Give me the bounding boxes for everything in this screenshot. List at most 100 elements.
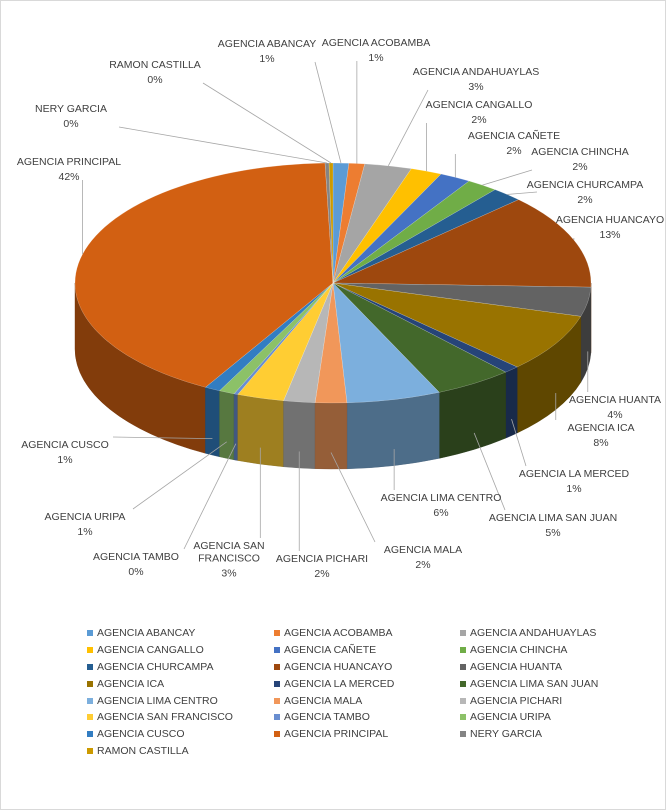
slice-agencia-abancay bbox=[332, 162, 350, 284]
legend-item-agencia-tambo: AGENCIA TAMBO bbox=[274, 709, 460, 726]
legend-label: AGENCIA PRINCIPAL bbox=[284, 728, 389, 741]
slice-agencia-acobamba bbox=[332, 162, 366, 284]
legend-swatch bbox=[87, 731, 93, 738]
data-label-ramon-castilla: RAMON CASTILLA 0% bbox=[109, 59, 201, 86]
legend-label: NERY GARCIA bbox=[470, 728, 542, 741]
legend-label: AGENCIA ANDAHUAYLAS bbox=[470, 627, 597, 640]
legend-item-agencia-lima-centro: AGENCIA LIMA CENTRO bbox=[87, 692, 274, 709]
data-label-agencia-cusco: AGENCIA CUSCO 1% bbox=[21, 439, 109, 466]
data-label-agencia-huancayo: AGENCIA HUANCAYO 13% bbox=[556, 214, 664, 241]
data-label-agencia-lima-centro: AGENCIA LIMA CENTRO 6% bbox=[381, 492, 502, 519]
leader-line-agencia-cusco bbox=[112, 436, 213, 439]
legend-swatch bbox=[460, 714, 466, 721]
legend-item-agencia-cusco: AGENCIA CUSCO bbox=[87, 726, 274, 743]
legend-label: AGENCIA PICHARI bbox=[470, 694, 563, 707]
leader-line-agencia-andahuaylas bbox=[387, 89, 429, 166]
slice-agencia-la-merced bbox=[332, 282, 518, 373]
legend-swatch bbox=[274, 630, 280, 637]
slice-side-agencia-cusco bbox=[205, 387, 220, 458]
legend-label: AGENCIA LIMA SAN JUAN bbox=[470, 677, 599, 690]
slice-agencia-lima-centro bbox=[332, 282, 440, 404]
slice-side-agencia-la-merced bbox=[505, 366, 518, 439]
data-label-agencia-cangallo: AGENCIA CANGALLO 2% bbox=[426, 99, 533, 126]
legend-item-agencia-uripa: AGENCIA URIPA bbox=[460, 709, 627, 726]
legend-swatch bbox=[274, 647, 280, 654]
data-labels: AGENCIA ABANCAY 1%AGENCIA ACOBAMBA 1%AGENC… bbox=[17, 37, 664, 580]
slice-agencia-uripa bbox=[219, 282, 334, 395]
legend-label: AGENCIA ABANCAY bbox=[97, 627, 196, 640]
legend-label: AGENCIA CHURCAMPA bbox=[97, 660, 214, 673]
legend-label: AGENCIA CAÑETE bbox=[284, 644, 377, 657]
legend-item-agencia-pichari: AGENCIA PICHARI bbox=[460, 692, 627, 709]
legend-item-agencia-churcampa: AGENCIA CHURCAMPA bbox=[87, 659, 274, 676]
legend-label: AGENCIA SAN FRANCISCO bbox=[97, 711, 233, 724]
legend-item-agencia-huancayo: AGENCIA HUANCAYO bbox=[274, 659, 460, 676]
slice-agencia-huanta bbox=[332, 282, 592, 317]
legend-label: AGENCIA ACOBAMBA bbox=[284, 627, 393, 640]
leader-line-agencia-uripa bbox=[132, 441, 227, 510]
leader-line-nery-garcia bbox=[118, 126, 328, 164]
data-label-nery-garcia: NERY GARCIA 0% bbox=[35, 103, 107, 130]
slice-agencia-huancayo bbox=[332, 199, 592, 288]
legend-swatch bbox=[274, 680, 280, 687]
legend-swatch bbox=[460, 731, 466, 738]
leader-line-agencia-abancay bbox=[314, 61, 342, 164]
data-label-agencia-andahuaylas: AGENCIA ANDAHUAYLAS 3% bbox=[413, 66, 539, 93]
legend-swatch bbox=[87, 630, 93, 637]
slice-side-agencia-tambo bbox=[233, 393, 238, 461]
legend-swatch bbox=[460, 647, 466, 654]
slice-side-agencia-lima-centro bbox=[346, 392, 440, 470]
slice-side-agencia-mala bbox=[314, 402, 348, 470]
slice-agencia-churcampa bbox=[332, 189, 520, 284]
data-label-agencia-san-francisco: AGENCIA SAN FRANCISCO 3% bbox=[193, 540, 264, 580]
legend-item-agencia-san-francisco: AGENCIA SAN FRANCISCO bbox=[87, 709, 274, 726]
legend-item-agencia-abancay: AGENCIA ABANCAY bbox=[87, 625, 274, 642]
slice-agencia-tambo bbox=[233, 282, 334, 395]
data-label-agencia-la-merced: AGENCIA LA MERCED 1% bbox=[519, 468, 630, 495]
data-label-agencia-lima-san-juan: AGENCIA LIMA SAN JUAN 5% bbox=[489, 512, 617, 539]
legend-label: AGENCIA CUSCO bbox=[97, 728, 185, 741]
data-label-agencia-tambo: AGENCIA TAMBO 0% bbox=[93, 551, 179, 578]
legend-item-agencia-acobamba: AGENCIA ACOBAMBA bbox=[274, 625, 460, 642]
slice-agencia-andahuaylas bbox=[332, 163, 412, 284]
legend-label: AGENCIA HUANTA bbox=[470, 660, 562, 673]
legend-item-agencia-andahuaylas: AGENCIA ANDAHUAYLAS bbox=[460, 625, 627, 642]
legend-label: AGENCIA CHINCHA bbox=[470, 644, 568, 657]
data-label-agencia-pichari: AGENCIA PICHARI 2% bbox=[276, 553, 368, 580]
legend-swatch bbox=[274, 663, 280, 670]
data-label-agencia-acobamba: AGENCIA ACOBAMBA 1% bbox=[322, 37, 431, 64]
legend-label: AGENCIA CANGALLO bbox=[97, 644, 204, 657]
data-label-agencia-chincha: AGENCIA CHINCHA 2% bbox=[531, 146, 628, 173]
slice-side-agencia-uripa bbox=[219, 390, 235, 461]
leader-line-ramon-castilla bbox=[202, 82, 332, 164]
legend-label: AGENCIA LIMA CENTRO bbox=[97, 694, 218, 707]
leader-line-agencia-mala bbox=[330, 452, 376, 543]
leader-line-agencia-lima-san-juan bbox=[473, 432, 506, 511]
legend-label: AGENCIA HUANCAYO bbox=[284, 660, 393, 673]
slice-agencia-san-francisco bbox=[237, 282, 334, 402]
legend-item-agencia-canete: AGENCIA CAÑETE bbox=[274, 642, 460, 659]
legend-swatch bbox=[274, 731, 280, 738]
legend-swatch bbox=[460, 663, 466, 670]
data-label-agencia-huanta: AGENCIA HUANTA 4% bbox=[569, 394, 661, 421]
legend-swatch bbox=[460, 630, 466, 637]
legend-item-nery-garcia: NERY GARCIA bbox=[460, 726, 627, 743]
legend-item-agencia-mala: AGENCIA MALA bbox=[274, 692, 460, 709]
data-label-agencia-canete: AGENCIA CAÑETE 2% bbox=[468, 129, 560, 157]
legend-item-agencia-principal: AGENCIA PRINCIPAL bbox=[274, 726, 460, 743]
data-label-agencia-principal: AGENCIA PRINCIPAL 42% bbox=[17, 156, 121, 183]
legend: AGENCIA ABANCAY AGENCIA ACOBAMBA AGENCIA A… bbox=[87, 625, 627, 759]
legend-label: AGENCIA LA MERCED bbox=[284, 677, 395, 690]
legend-item-agencia-cangallo: AGENCIA CANGALLO bbox=[87, 642, 274, 659]
data-label-agencia-churcampa: AGENCIA CHURCAMPA 2% bbox=[527, 179, 644, 206]
legend-swatch bbox=[87, 663, 93, 670]
legend-item-ramon-castilla: RAMON CASTILLA bbox=[87, 743, 274, 760]
slice-agencia-pichari bbox=[283, 282, 334, 403]
leader-lines bbox=[82, 61, 589, 551]
leader-line-agencia-churcampa bbox=[507, 191, 538, 195]
legend-item-agencia-chincha: AGENCIA CHINCHA bbox=[460, 642, 627, 659]
legend-swatch bbox=[460, 680, 466, 687]
legend-swatch bbox=[87, 680, 93, 687]
